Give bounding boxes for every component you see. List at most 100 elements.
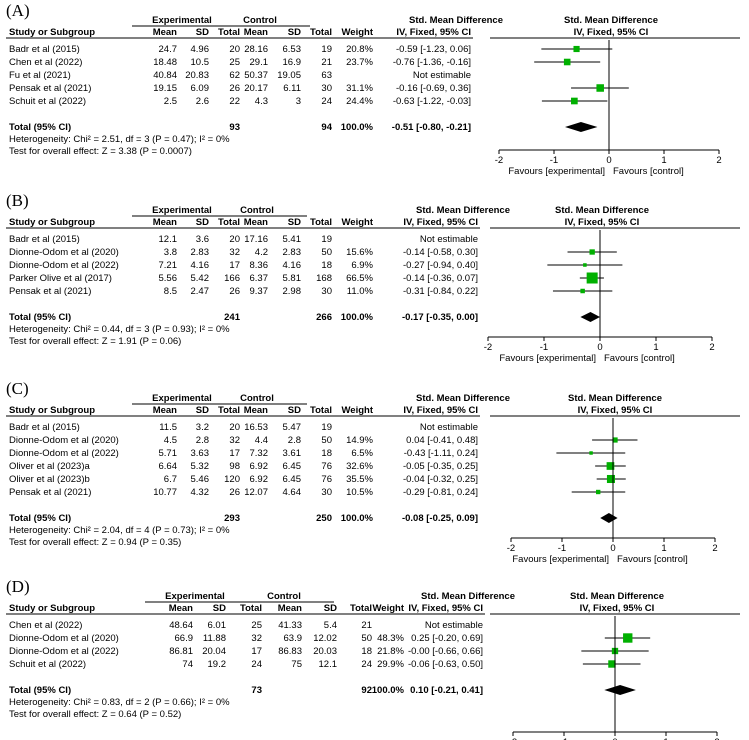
study-effect-marker (580, 288, 585, 294)
study-name: Schuit et al (2022) (9, 96, 86, 107)
experimental-sd: 10.5 (191, 57, 210, 68)
x-tick-label: -1 (558, 543, 566, 554)
experimental-mean: 4.5 (164, 435, 177, 446)
experimental-sd-header: SD (196, 27, 209, 38)
experimental-mean: 2.5 (164, 96, 177, 107)
x-tick-label: -2 (495, 155, 503, 166)
control-mean: 4.4 (255, 435, 268, 446)
effect-subheader: IV, Fixed, 95% CI (396, 27, 471, 38)
experimental-mean: 7.21 (159, 260, 178, 271)
study-name: Dionne-Odom et al (2022) (9, 448, 119, 459)
control-mean: 12.07 (244, 487, 268, 498)
total-weight: 100.0% (341, 122, 374, 133)
study-name: Badr et al (2015) (9, 234, 80, 245)
study-effect-ci: -0.59 [-1.23, 0.06] (396, 44, 471, 55)
study-effect-marker (596, 84, 604, 92)
control-header: Control (267, 591, 301, 602)
study-weight: 21.8% (377, 646, 404, 657)
favours-right-label: Favours [control] (604, 353, 675, 364)
experimental-grand-total: 293 (224, 513, 240, 524)
control-mean: 86.83 (278, 646, 302, 657)
study-name: Schuit et al (2022) (9, 659, 86, 670)
control-mean: 6.92 (250, 474, 269, 485)
control-sd-header: SD (288, 217, 301, 228)
study-row: Pensak et al (2021) 19.15 6.09 26 20.17 6.11 3… (9, 83, 629, 94)
control-sd: 2.98 (283, 286, 302, 297)
control-sd: 6.45 (283, 461, 302, 472)
control-mean-header: Mean (278, 603, 302, 614)
study-name: Oliver et al (2023)b (9, 474, 90, 485)
study-name: Dionne-Odom et al (2020) (9, 435, 119, 446)
control-sd: 3.61 (283, 448, 302, 459)
control-mean: 4.2 (255, 247, 268, 258)
study-row: Dionne-Odom et al (2022) 7.21 4.16 17 8.36 4.… (9, 260, 623, 271)
experimental-total: 20 (229, 234, 240, 245)
control-total: 50 (321, 435, 332, 446)
experimental-mean-header: Mean (153, 217, 177, 228)
study-name: Pensak et al (2021) (9, 83, 91, 94)
study-name: Badr et al (2015) (9, 422, 80, 433)
favours-left-label: Favours [experimental] (499, 353, 596, 364)
experimental-sd: 2.8 (196, 435, 209, 446)
control-total: 21 (361, 620, 372, 631)
total-weight: 100.0% (372, 685, 405, 696)
experimental-mean: 10.77 (153, 487, 177, 498)
experimental-mean: 48.64 (169, 620, 193, 631)
study-row: Badr et al (2015) 24.7 4.96 20 28.16 6.53 19 20… (9, 44, 613, 55)
control-total: 63 (321, 70, 332, 81)
effect-subheader: IV, Fixed, 95% CI (403, 217, 478, 228)
x-tick-label: 0 (610, 543, 615, 554)
control-sd-header: SD (288, 27, 301, 38)
study-row: Dionne-Odom et al (2020) 4.5 2.8 32 4.4 2.8 50… (9, 435, 638, 446)
x-tick-label: 2 (714, 737, 719, 740)
control-header: Control (240, 205, 274, 216)
total-effect-ci: -0.51 [-0.80, -0.21] (392, 122, 471, 133)
experimental-header: Experimental (152, 205, 212, 216)
heterogeneity-stat: Heterogeneity: Chi² = 0.44, df = 3 (P = … (9, 324, 230, 335)
x-tick-label: 1 (661, 543, 666, 554)
control-grand-total: 94 (321, 122, 332, 133)
experimental-sd-header: SD (196, 217, 209, 228)
experimental-sd: 5.32 (191, 461, 210, 472)
panel-label: (D) (6, 577, 30, 596)
study-name: Dionne-Odom et al (2020) (9, 633, 119, 644)
study-name: Dionne-Odom et al (2020) (9, 247, 119, 258)
control-sd: 5.41 (283, 234, 302, 245)
study-effect-ci: -0.27 [-0.94, 0.40] (403, 260, 478, 271)
x-tick-label: 1 (653, 342, 658, 353)
forest-panel-b: (B) Experimental Control Std. Mean Differen… (6, 191, 740, 364)
experimental-total-header: Total (240, 603, 262, 614)
study-weight: 14.9% (346, 435, 373, 446)
study-weight: 24.4% (346, 96, 373, 107)
experimental-total: 98 (229, 461, 240, 472)
study-effect-ci: Not estimable (420, 422, 478, 433)
experimental-mean-header: Mean (153, 405, 177, 416)
study-row: Schuit et al (2022) 74 19.2 24 75 12.1 24 29.9%… (9, 659, 641, 670)
panel-label: (A) (6, 1, 30, 20)
experimental-sd: 20.83 (185, 70, 209, 81)
study-row: Schuit et al (2022) 2.5 2.6 22 4.3 3 24 24.4% -0… (9, 96, 608, 107)
experimental-grand-total: 93 (229, 122, 240, 133)
experimental-total: 17 (229, 448, 240, 459)
study-effect-marker (583, 263, 587, 267)
experimental-total-header: Total (218, 217, 240, 228)
control-sd: 5.47 (283, 422, 302, 433)
favours-right-label: Favours [control] (613, 166, 684, 177)
control-total: 168 (316, 273, 332, 284)
experimental-total: 24 (251, 659, 262, 670)
experimental-total: 25 (251, 620, 262, 631)
total-label: Total (95% CI) (9, 513, 71, 524)
weight-header: Weight (373, 603, 405, 614)
control-total-header: Total (310, 27, 332, 38)
total-row: Total (95% CI) 241 266 100.0% -0.17 [-0.35, … (9, 312, 600, 323)
total-label: Total (95% CI) (9, 312, 71, 323)
control-sd: 6.53 (283, 44, 302, 55)
x-tick-label: -1 (550, 155, 558, 166)
pooled-effect-diamond (580, 312, 600, 322)
experimental-sd: 3.6 (196, 234, 209, 245)
study-effect-marker (606, 462, 615, 470)
total-effect-ci: 0.10 [-0.21, 0.41] (410, 685, 483, 696)
experimental-mean: 3.8 (164, 247, 177, 258)
study-effect-ci: -0.76 [-1.36, -0.16] (393, 57, 471, 68)
